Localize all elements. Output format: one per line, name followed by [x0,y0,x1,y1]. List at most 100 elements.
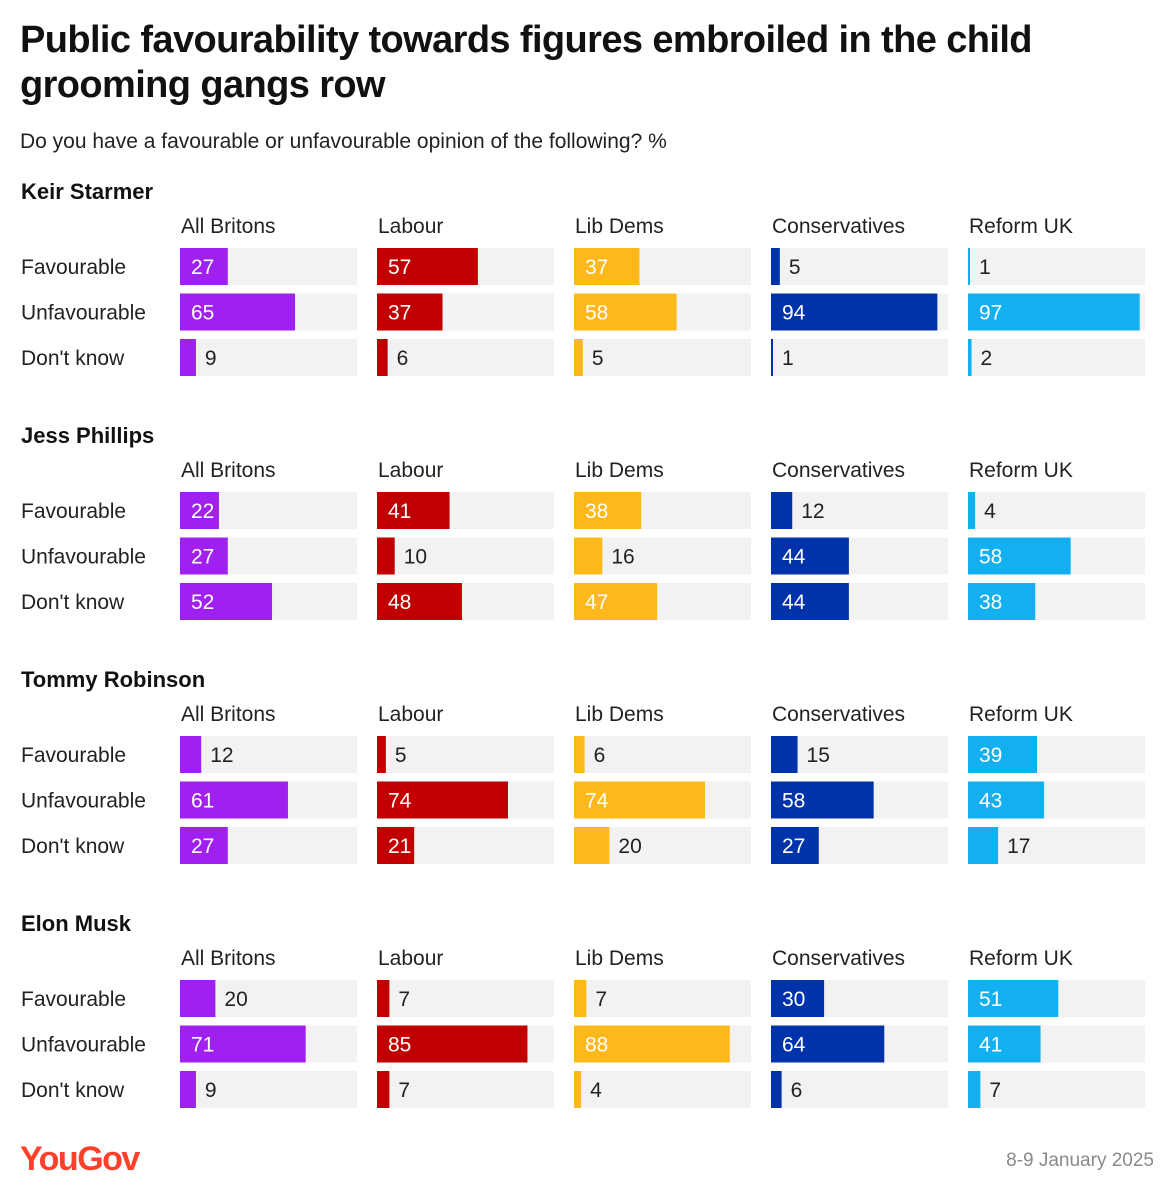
data-label: 27 [782,835,805,858]
data-label: 27 [191,546,214,569]
bar [968,736,1038,773]
bar [968,827,999,864]
panel-title-keir-starmer: Keir Starmer [21,179,154,204]
row-label: Favourable [21,500,126,523]
bar-track [574,736,751,773]
data-label: 64 [782,1034,806,1057]
yougov-logo: YouGov [20,1140,140,1178]
bar [771,339,773,376]
bar-track [180,339,357,376]
bar [377,827,415,864]
data-label: 74 [585,790,609,813]
bar [377,1071,390,1108]
row-label: Favourable [21,988,126,1011]
data-label: 41 [388,500,411,523]
bar [180,980,216,1017]
group-label: Conservatives [772,459,905,482]
data-label: 71 [191,1034,214,1057]
panel-title-elon-musk: Elon Musk [21,911,132,936]
chart-title: Public favourability towards figures emb… [20,19,1032,106]
data-label: 58 [585,302,608,325]
bar [180,827,228,864]
bar [574,1071,582,1108]
row-label: Don't know [21,347,125,370]
data-label: 9 [205,1079,217,1102]
data-label: 6 [791,1079,803,1102]
group-label: Lib Dems [575,703,664,726]
data-label: 27 [191,256,214,279]
data-label: 44 [782,546,806,569]
data-label: 85 [388,1034,411,1057]
bar [377,492,450,529]
data-label: 97 [979,302,1002,325]
bar-track [968,492,1145,529]
data-label: 57 [388,256,411,279]
group-label: All Britons [181,215,276,238]
chart-subtitle: Do you have a favourable or unfavourable… [20,130,667,153]
data-label: 10 [404,546,427,569]
data-label: 4 [984,500,996,523]
bar-track [574,339,751,376]
bar [968,781,1045,819]
bar [968,537,1071,575]
panel-title-tommy-robinson: Tommy Robinson [21,667,205,692]
data-label: 17 [1007,835,1030,858]
data-label: 37 [585,256,608,279]
data-label: 47 [585,591,608,614]
bar [771,736,798,773]
group-label: Labour [378,703,443,726]
bar [968,248,970,285]
row-label: Favourable [21,744,126,767]
data-label: 38 [585,500,608,523]
bar [968,1071,981,1108]
bar [771,827,819,864]
bar [574,583,658,620]
bar [968,1025,1041,1063]
bar [968,293,1140,331]
bar-track [771,1071,948,1108]
data-label: 51 [979,988,1002,1011]
row-label: Unfavourable [21,302,146,325]
row-label: Don't know [21,1079,125,1102]
bar [968,339,972,376]
bar-track [377,736,554,773]
data-label: 7 [989,1079,1001,1102]
group-label: Reform UK [969,703,1073,726]
data-label: 6 [594,744,606,767]
bar [377,537,395,575]
bar [377,293,443,331]
group-label: Conservatives [772,947,905,970]
bar-track [771,248,948,285]
group-label: Labour [378,459,443,482]
data-label: 5 [789,256,801,279]
panel-title-jess-phillips: Jess Phillips [21,423,154,448]
bar-track [771,736,948,773]
bar [180,293,296,331]
bar [377,1025,528,1063]
bar [574,736,585,773]
bar [180,1025,306,1063]
group-label: Lib Dems [575,459,664,482]
bar-track [377,980,554,1017]
bar [377,980,390,1017]
data-label: 44 [782,591,806,614]
bar-track [377,339,554,376]
bar [574,248,640,285]
bar-track [771,492,948,529]
data-label: 94 [782,302,806,325]
data-label: 7 [398,1079,410,1102]
group-label: All Britons [181,459,276,482]
bar [771,980,825,1017]
data-label: 20 [224,988,247,1011]
bar [771,537,849,575]
bar [574,827,610,864]
data-label: 9 [205,347,217,370]
bar [377,736,386,773]
data-label: 4 [590,1079,602,1102]
bar [180,537,228,575]
bar [180,492,219,529]
group-label: Conservatives [772,215,905,238]
bar [180,339,196,376]
data-label: 1 [782,347,794,370]
